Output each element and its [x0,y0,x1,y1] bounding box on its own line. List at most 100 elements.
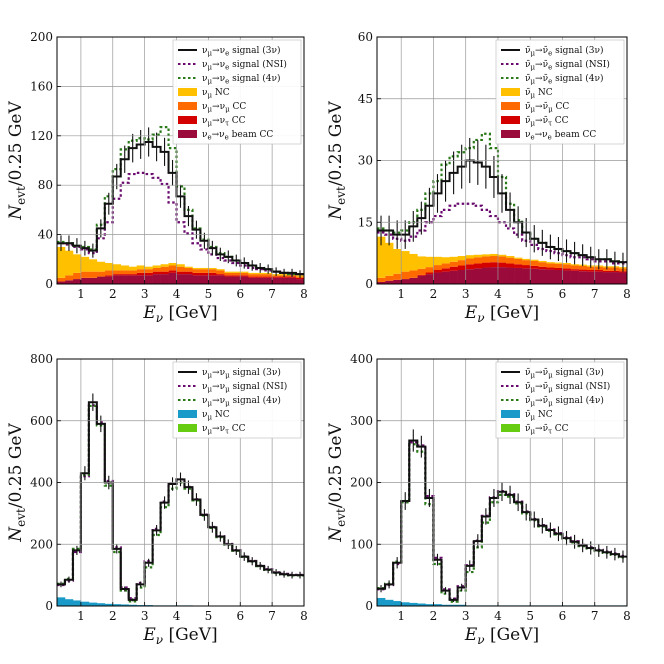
stack-bar-beam [248,277,257,284]
legend-patch-nc [178,410,197,418]
stack-bar-beam [570,270,579,284]
stack-bar-nc [112,604,122,606]
legend-label: νμ NC [202,88,230,100]
stack-bar-mu [152,267,161,272]
stack-bar-nc [473,254,483,258]
plot-area [57,126,304,284]
stack-bar-tau [489,262,499,268]
stack-bar-beam [594,271,604,284]
legend-label: νe→νe beam CC [202,130,273,142]
x-tick-label: 2 [109,287,117,301]
stack-bar-tau [602,270,612,273]
stack-bar-beam [80,277,90,284]
legend-label: νμ→νμ signal (3ν) [202,367,281,380]
legend-patch-tau [178,424,197,432]
y-axis-label: Nevt/0.25 GeV [6,423,28,543]
series-line-s3 [377,159,627,264]
stack-bar-beam [296,279,304,284]
stack-bar-mu [80,271,90,278]
stack-bar-mu [586,266,596,271]
y-tick-label: 15 [358,215,373,229]
stack-bar-nc [104,263,114,271]
y-tick-label: 120 [30,129,53,143]
x-tick-label: 4 [173,287,181,301]
legend-patch-mu [178,102,197,110]
stack-bar-beam [208,275,217,284]
stack-bar-mu [160,266,169,272]
stack-bar-mu [256,274,265,277]
series-line-nsi [377,441,627,600]
x-tick-label: 7 [268,287,276,301]
legend: ν̄μ→ν̄e signal (3ν)ν̄μ→ν̄e signal (NSI)ν… [495,39,625,145]
stack-bar-nc [128,604,137,606]
stack-bar-beam [377,281,386,284]
stack-bar-mu [393,273,402,280]
stack-bar-tau [522,265,531,269]
stack-bar-beam [586,271,596,284]
stack-bar-nc [457,604,467,606]
stack-bar-mu [72,272,82,280]
stack-bar-beam [522,268,531,284]
stack-bar-beam [489,267,499,284]
stack-bar-nc [562,263,571,265]
stack-bar-mu [546,263,555,268]
plot-frame [56,36,305,285]
y-tick-label: 300 [350,414,373,428]
stack-bar-nc [401,251,410,272]
stack-bar-tau [248,276,257,278]
stack-bar-beam [112,275,122,284]
legend-label: ν̄μ→ν̄μ CC [525,102,569,114]
stack-bar-mu [224,272,233,276]
stack-bar-nc [465,255,475,259]
stack-bar-nc [192,267,201,270]
legend-label: νμ→νμ signal (NSI) [202,381,287,394]
x-tick-label: 3 [141,609,149,623]
x-tick-label: 4 [173,609,181,623]
stack-bar-mu [473,257,483,264]
x-tick-label: 3 [462,609,470,623]
stack-bar-tau [144,272,153,276]
legend-patch-nc [178,88,197,96]
stack-bar-nc [385,599,394,606]
stack-bar-mu [441,263,450,269]
stack-bar-tau [578,269,587,272]
stack-bar-mu [168,265,177,271]
stack-bar-mu [64,275,74,281]
x-tick-label: 7 [268,609,276,623]
stack-bar-tau [296,277,304,280]
stack-bar-nc [57,246,66,278]
y-tick-label: 100 [350,537,373,551]
stack-bar-beam [602,272,612,284]
stack-bar-tau [433,270,442,273]
stack-bar-mu [417,268,426,275]
x-tick-label: 4 [494,287,502,301]
stack-bar-beam [417,275,426,284]
stack-bar-mu [481,256,491,263]
x-axis-label: Eν [GeV] [464,303,539,325]
series-line-s3 [57,140,304,276]
stack-bar-tau [546,267,555,270]
legend-label: ν̄μ NC [525,410,553,422]
stack-bar-beam [264,277,273,284]
stack-bar-tau [112,274,122,276]
stack-bar-mu [184,267,193,272]
stack-bar-nc [441,604,450,606]
x-tick-label: 6 [559,609,567,623]
stack-bar-nc [433,604,442,606]
stack-bar-beam [538,269,547,284]
stack-bar-tau [256,276,265,278]
stack-bar-nc [417,603,426,606]
legend-patch-beam [178,130,197,138]
stack-bar-tau [128,274,137,276]
stack-bar-beam [168,272,177,284]
stack-bar-beam [481,267,491,284]
stack-bar-nc [57,597,66,606]
y-tick-label: 45 [358,92,373,106]
stack-bar-mu [128,270,137,275]
stack-bar-mu [401,271,410,280]
x-axis-label: Eν [GeV] [142,303,217,325]
stack-bar-nc [409,253,418,271]
series-line-s4 [377,443,627,603]
stack-bar-beam [530,268,539,284]
